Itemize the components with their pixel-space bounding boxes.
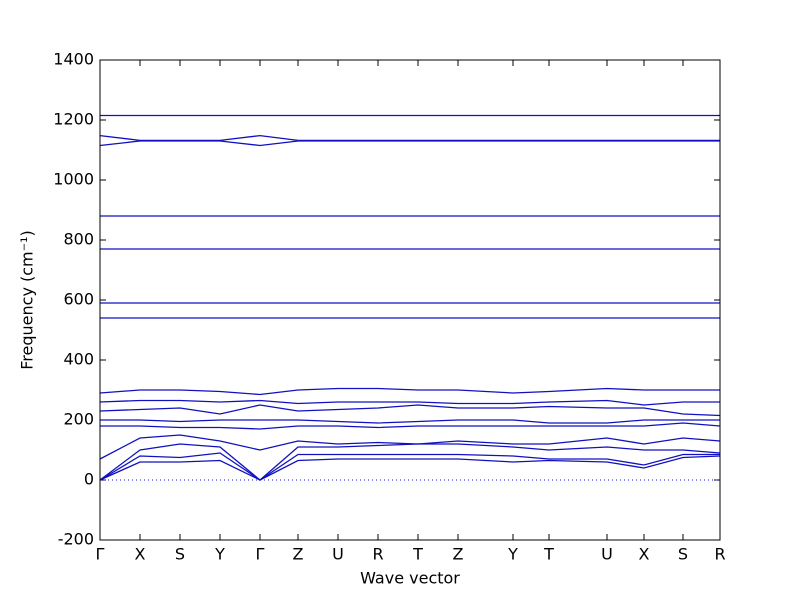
x-tick-label: R (372, 545, 383, 564)
x-tick-label: Z (293, 545, 304, 564)
y-tick-label: 400 (63, 350, 94, 369)
x-tick-label: X (135, 545, 146, 564)
band-line (99, 452, 720, 481)
y-tick-label: 200 (63, 410, 94, 429)
y-tick-label: 1000 (53, 170, 94, 189)
y-tick-label: 1400 (53, 50, 94, 69)
x-tick-label: U (601, 545, 613, 564)
y-tick-label: 1200 (53, 110, 94, 129)
band-line (99, 399, 720, 406)
band-line (99, 455, 721, 481)
band-line (100, 422, 721, 430)
band-line (99, 387, 720, 396)
x-tick-label: Y (214, 545, 225, 564)
band-line (99, 134, 720, 142)
x-tick-label: Z (453, 545, 464, 564)
x-axis-label: Wave vector (360, 569, 460, 588)
x-tick-label: S (175, 545, 185, 564)
x-tick-label: T (543, 545, 554, 564)
y-tick-label: 0 (84, 470, 94, 489)
band-line (99, 443, 721, 481)
x-tick-label: X (639, 545, 650, 564)
band-line (100, 419, 720, 424)
plot-frame (99, 59, 721, 541)
x-tick-label: T (412, 545, 423, 564)
y-tick-label: -200 (58, 530, 94, 549)
x-tick-label: Y (507, 545, 518, 564)
x-tick-label: S (678, 545, 688, 564)
band-line (99, 140, 720, 147)
band-line (99, 404, 721, 417)
x-tick-label: U (332, 545, 344, 564)
band-line (99, 434, 721, 460)
x-tick-label: Γ (256, 545, 265, 564)
y-axis-label: Frequency (cm⁻¹) (18, 230, 37, 369)
x-tick-label: R (714, 545, 725, 564)
y-tick-label: 800 (63, 230, 94, 249)
y-tick-label: 600 (63, 290, 94, 309)
x-tick-label: Γ (96, 545, 105, 564)
